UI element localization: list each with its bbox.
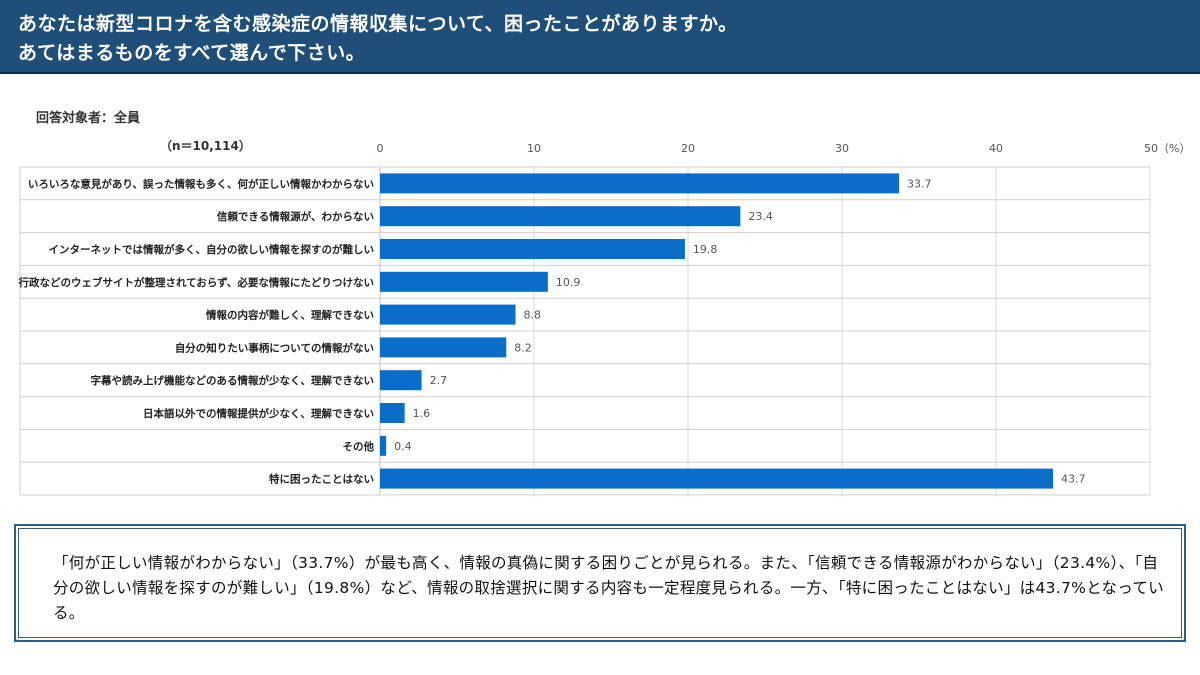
value-label: 8.8 [524,309,542,322]
value-label: 33.7 [907,177,932,190]
bar [380,337,507,358]
bar-chart: 0 10 20 30 40 50（%） いろいろな意見があり、誤った情報も多く、何が正しい… [17,142,1191,496]
x-tick-label: 10 [527,142,541,155]
bar [380,304,516,325]
category-label: 字幕や読み上げ機能などのある情報が少なく、理解できない [91,374,375,387]
x-tick-label: 0 [377,142,384,155]
category-labels: いろいろな意見があり、誤った情報も多く、何が正しい情報かわからない信頼できる情報… [17,177,374,485]
category-label: インターネットでは情報が多く、自分の欲しい情報を探すのが難しい [49,243,375,256]
category-label: その他 [343,440,375,453]
x-tick-label: 50（%） [1144,142,1190,155]
value-label: 8.2 [514,341,532,354]
bar [380,173,899,194]
header-banner: あなたは新型コロナを含む感染症の情報収集について、困ったことがありますか。 あて… [0,0,1200,74]
x-tick-label: 40 [989,142,1003,155]
category-label: 特に困ったことはない [269,473,374,486]
value-label: 1.6 [413,407,431,420]
row-separators [19,166,1150,496]
value-label: 43.7 [1061,473,1086,486]
respondent-label: 回答対象者：全員 [36,111,141,126]
bar [380,206,741,227]
value-label: 19.8 [693,243,718,256]
summary-text: 「何が正しい情報がわからない」（33.7%）が最も高く、情報の真偽に関する困りご… [18,528,1182,638]
category-label: 日本語以外での情報提供が少なく、理解できない [143,407,374,420]
x-tick-label: 20 [681,142,695,155]
question-title-line2: あてはまるものをすべて選んで下さい。 [18,42,366,64]
question-title-line1: あなたは新型コロナを含む感染症の情報収集について、困ったことがありますか。 [18,13,738,35]
category-label: 行政などのウェブサイトが整理されておらず、必要な情報にたどりつけない [17,276,374,289]
value-label: 23.4 [748,210,773,223]
category-label: 信頼できる情報源が、わからない [217,210,374,223]
category-label: いろいろな意見があり、誤った情報も多く、何が正しい情報かわからない [28,177,374,190]
bar [380,435,387,456]
x-tick-label: 30 [835,142,849,155]
bar [380,403,405,423]
value-label: 0.4 [394,440,412,453]
bars [380,173,1053,489]
value-label: 2.7 [430,374,448,387]
bar [380,271,548,292]
value-label: 10.9 [556,276,581,289]
bar [380,468,1053,489]
bar [380,370,422,391]
category-label: 自分の知りたい事柄についての情報がない [175,341,374,354]
x-axis-ticks: 0 10 20 30 40 50（%） [377,142,1191,155]
value-labels: 33.7 23.4 19.8 10.9 8.8 8.2 2.7 1.6 0.4 43.7 [394,177,1085,485]
category-label: 情報の内容が難しく、理解できない [206,309,374,322]
bar [380,239,685,259]
sample-size: （n＝10,114） [160,139,251,153]
summary-box: 「何が正しい情報がわからない」（33.7%）が最も高く、情報の真偽に関する困りご… [14,524,1186,642]
